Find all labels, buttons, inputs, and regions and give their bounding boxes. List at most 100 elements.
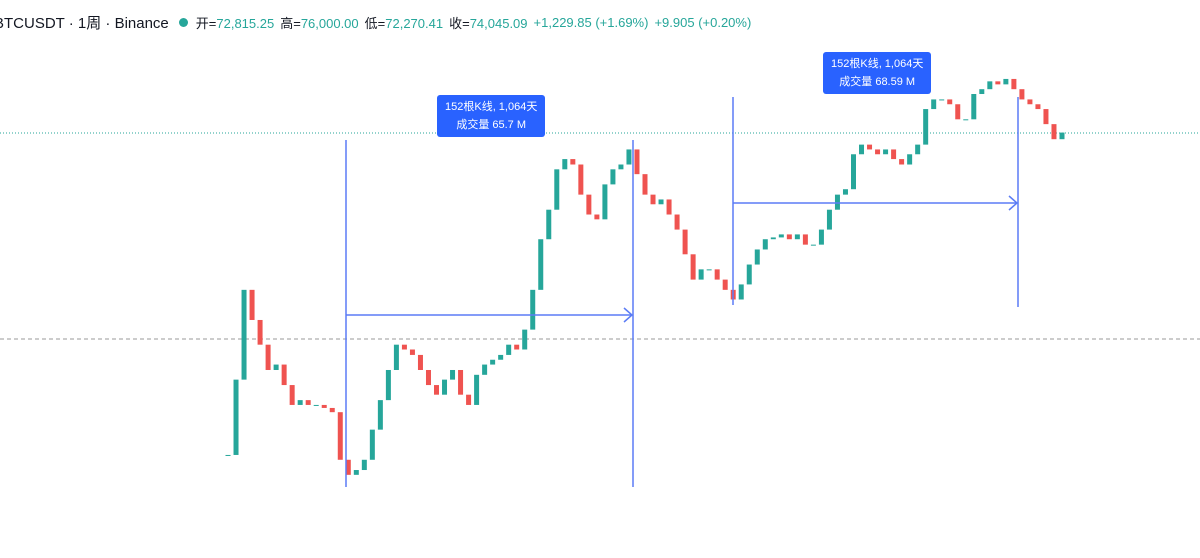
candle [401, 344, 407, 350]
candle [434, 385, 439, 395]
candle [273, 364, 279, 370]
candle [586, 194, 592, 215]
candle [666, 199, 672, 215]
candle [361, 459, 367, 471]
candle [891, 149, 897, 160]
candle [899, 159, 905, 165]
indicator: +9.905 (+0.20%) [654, 15, 752, 30]
candle [610, 169, 616, 185]
candle [1035, 104, 1041, 110]
ohlc-high: 高=76,000.00 [280, 13, 358, 32]
symbol[interactable]: BTCUSDT · 1周 · Binance [0, 15, 169, 32]
candle [698, 269, 704, 280]
label: 高= [280, 16, 301, 31]
candle [658, 199, 664, 205]
candle [786, 234, 792, 240]
label: 开= [195, 16, 217, 31]
candle [738, 284, 744, 300]
arrow-head [1008, 195, 1019, 211]
candle [450, 369, 456, 380]
candle [602, 184, 608, 220]
candle [842, 189, 848, 195]
candle [883, 149, 889, 155]
candle [538, 239, 544, 290]
candle [594, 214, 600, 220]
candle [802, 234, 808, 245]
candle [329, 407, 335, 413]
candle [674, 214, 680, 230]
candle [794, 234, 800, 240]
candle [506, 344, 512, 355]
label: 低= [364, 16, 386, 31]
ohlc-open: 开=72,815.25 [196, 13, 274, 32]
candle [241, 289, 247, 380]
candle [233, 379, 239, 455]
candle [417, 354, 423, 370]
change: +1,229.85 (+1.69%) [533, 15, 649, 30]
arrow-head [623, 307, 634, 323]
candle [778, 234, 784, 238]
candle [746, 264, 752, 285]
candle [1003, 78, 1009, 85]
candle [642, 174, 648, 195]
candle [466, 394, 472, 405]
candle [907, 154, 913, 165]
candle [826, 209, 832, 230]
candle [289, 385, 295, 405]
value: 76,000.00 [300, 16, 359, 31]
candle [1027, 99, 1033, 105]
candle [971, 94, 977, 120]
candle [1051, 124, 1057, 140]
candle [393, 344, 399, 370]
candle [995, 81, 1001, 85]
candle [578, 164, 584, 195]
range-tool-2 [732, 97, 1019, 307]
candle [754, 249, 760, 265]
candle [305, 400, 311, 405]
candle [313, 404, 319, 406]
bars-text: 152根K线, 1,064天 [831, 58, 924, 70]
candle [281, 364, 287, 386]
volume-text: 成交量 65.7 M [456, 119, 527, 131]
candle [939, 99, 945, 101]
measure-label: 152根K线, 1,064天 成交量 65.7 M [437, 95, 546, 137]
candle [522, 329, 528, 350]
candle [722, 279, 728, 290]
candle [987, 81, 993, 90]
candle [442, 379, 448, 395]
candle [498, 354, 504, 360]
candle [225, 454, 231, 456]
candle [650, 194, 656, 205]
candle [682, 229, 688, 255]
candle [714, 269, 720, 280]
candle [618, 164, 624, 170]
candle [345, 459, 351, 475]
candle [626, 149, 632, 165]
candle [875, 149, 881, 155]
measure-label: 152根K线, 1,064天 成交量 68.59 M [823, 52, 932, 94]
candle [425, 369, 431, 386]
candle [931, 99, 937, 110]
candle [377, 400, 383, 430]
candle [810, 244, 816, 246]
candle [562, 159, 568, 170]
candles [225, 78, 1065, 475]
candle [385, 369, 391, 401]
candle [337, 412, 343, 460]
candle [963, 119, 969, 121]
value: 74,045.09 [469, 16, 528, 31]
header: BTCUSDT · 1周 · Binance 开=72,815.25 高=76,… [0, 12, 751, 33]
candle [1019, 89, 1025, 100]
candle [770, 237, 776, 240]
candle [859, 144, 865, 155]
candle [818, 229, 824, 245]
candle [955, 104, 961, 120]
candle [369, 429, 375, 460]
candle [867, 144, 873, 150]
candle [257, 319, 263, 345]
candle [409, 349, 415, 355]
candle [706, 269, 712, 271]
volume-text: 成交量 68.59 M [839, 76, 916, 88]
candle [851, 154, 856, 190]
